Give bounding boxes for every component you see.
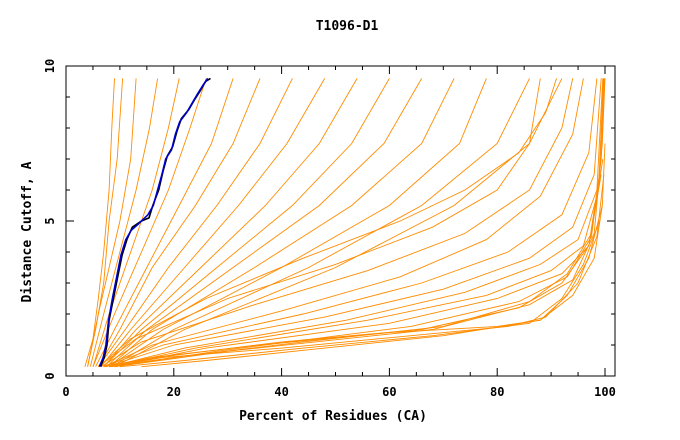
model-curve-17	[114, 78, 563, 368]
model-curve-15	[108, 78, 487, 368]
model-curve-20	[100, 78, 574, 368]
highlight-curve-blue	[98, 77, 209, 368]
x-tick-label-40: 40	[274, 385, 288, 399]
model-curve-1	[84, 78, 115, 367]
y-axis-label: Distance Cutoff, A	[20, 161, 35, 302]
series-layer	[84, 78, 606, 368]
model-curve-8	[97, 78, 261, 367]
model-curve-10	[100, 78, 326, 367]
model-curve-28	[114, 78, 606, 368]
model-curve-12	[103, 78, 390, 368]
x-tick-label-100: 100	[594, 385, 616, 399]
x-tick-label-0: 0	[62, 385, 69, 399]
model-curve-18	[98, 78, 557, 368]
model-curve-13	[106, 78, 423, 368]
model-curve-21	[103, 78, 584, 368]
y-tick-label-5: 5	[43, 217, 57, 224]
model-curve-26	[111, 78, 605, 368]
x-tick-label-80: 80	[490, 385, 504, 399]
model-curve-4	[89, 78, 159, 367]
model-curve-19	[98, 78, 541, 368]
highlight-layer	[98, 77, 211, 368]
x-tick-label-60: 60	[382, 385, 396, 399]
x-axis-label: Percent of Residues (CA)	[239, 409, 427, 424]
model-curve-34	[109, 158, 604, 368]
model-curve-24	[108, 78, 604, 368]
model-curve-11	[103, 78, 358, 367]
x-tick-label-20: 20	[167, 385, 181, 399]
y-tick-label-10: 10	[43, 59, 57, 73]
model-curve-9	[97, 78, 293, 367]
model-curve-14	[108, 78, 455, 368]
y-tick-label-0: 0	[43, 372, 57, 379]
model-curve-22	[103, 78, 598, 368]
model-curve-16	[111, 78, 530, 368]
model-curve-3	[87, 78, 137, 367]
model-curve-6	[92, 78, 207, 367]
model-curve-7	[95, 78, 234, 367]
model-curve-32	[141, 205, 603, 368]
model-curve-23	[106, 78, 602, 368]
chart-title: T1096-D1	[316, 19, 379, 34]
axis-ticks: 0 20 40 60 80 100 0 5 10	[43, 59, 616, 399]
